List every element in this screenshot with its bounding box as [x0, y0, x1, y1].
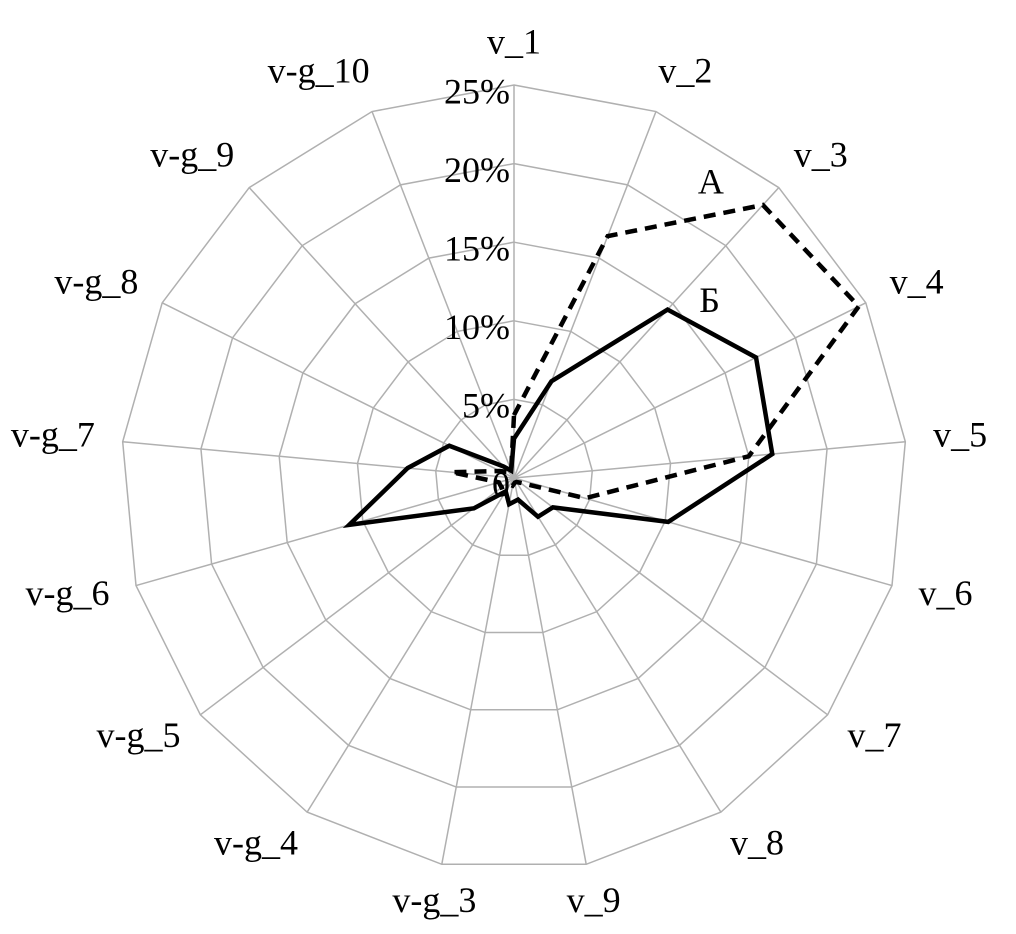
category-label: v_5 — [933, 414, 987, 454]
grid-ring — [356, 320, 672, 634]
tick-label: 25% — [444, 71, 510, 111]
grid-ring — [200, 162, 828, 788]
spoke — [248, 187, 515, 479]
category-label: v-g_8 — [54, 261, 138, 301]
category-label: v_8 — [730, 822, 784, 862]
category-label: v_6 — [918, 573, 972, 613]
category-label: v-g_9 — [150, 134, 234, 174]
grid-ring — [278, 241, 750, 711]
spoke — [371, 111, 515, 479]
category-label: v-g_7 — [11, 414, 95, 454]
spoke — [513, 111, 657, 479]
spoke — [306, 477, 515, 813]
category-label: v_1 — [487, 21, 541, 61]
series-line — [342, 306, 775, 529]
series-label: А — [698, 161, 724, 201]
spoke — [513, 440, 906, 479]
category-label: v-g_3 — [392, 880, 476, 920]
spoke — [122, 440, 515, 479]
category-label: v-g_4 — [214, 822, 298, 862]
spoke — [135, 477, 515, 587]
tick-label: 20% — [444, 150, 510, 190]
category-label: v-g_6 — [26, 573, 110, 613]
spoke — [513, 477, 829, 716]
category-label: v_7 — [848, 715, 902, 755]
category-label: v_4 — [890, 261, 944, 301]
series-line — [450, 202, 862, 501]
spoke — [513, 187, 780, 479]
tick-label: 15% — [444, 228, 510, 268]
grid-ring — [434, 398, 594, 557]
category-label: v-g_5 — [96, 715, 180, 755]
tick-label: 5% — [462, 386, 510, 426]
spoke — [441, 477, 515, 865]
spoke — [513, 477, 722, 813]
category-label: v_9 — [567, 880, 621, 920]
category-label: v_3 — [794, 134, 848, 174]
spoke — [199, 477, 515, 716]
spoke — [513, 477, 587, 865]
series-label: Б — [699, 280, 720, 320]
spoke — [513, 302, 867, 479]
category-label: v_2 — [658, 51, 712, 91]
category-label: v-g_10 — [268, 51, 370, 91]
tick-label: 10% — [444, 307, 510, 347]
grid-ring — [121, 84, 907, 866]
